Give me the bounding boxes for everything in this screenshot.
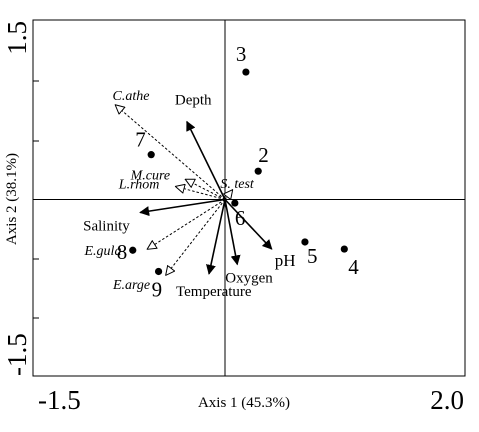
y-axis-ticks [33,80,39,319]
site-point-5 [301,238,309,246]
species-label-m-cure: M.cure [130,168,171,183]
species-vector-m-cure [186,179,226,200]
env-vector-salinity [139,198,226,217]
species-vector-e-arge [166,199,226,276]
site-label-8: 8 [117,240,128,264]
species-label-c-athe: C.athe [113,89,150,104]
site-label-9: 9 [152,277,163,301]
x-tick-label-max: 2.0 [430,385,464,415]
y-tick-label-min: -1.5 [2,333,32,376]
species-vector-s-test [225,190,232,199]
site-label-7: 7 [135,128,146,152]
env-vector-ph [224,198,273,250]
env-label-depth: Depth [175,93,212,109]
site-point-7 [147,151,155,159]
x-axis-label: Axis 1 (45.3%) [198,395,290,411]
env-label-ph: pH [275,251,296,270]
species-vector-e-gula [148,199,226,250]
site-label-5: 5 [307,244,318,268]
species-label-l-rhom: L.rhom [118,178,160,193]
site-point-2 [254,167,262,175]
species-label-e-arge: E.arge [112,278,150,293]
env-vector-oxygen [224,199,241,266]
env-vector-temperature [206,199,226,275]
plot-frame [32,19,466,377]
species-vector-c-athe [116,105,226,200]
site-points: 2 3 4 5 6 7 89 [117,42,360,301]
species-vector-l-rhom [176,187,226,200]
y-axis-label: Axis 2 (38.1%) [4,153,20,245]
species-label-s-test: S. test [220,177,255,192]
site-point-6 [231,199,239,207]
env-vector-depth [186,120,226,200]
x-tick-label-min: -1.5 [38,385,81,415]
env-label-oxygen: Oxygen [225,270,273,286]
site-point-4 [340,245,348,253]
site-point-3 [242,68,250,76]
site-point-9 [154,267,163,276]
site-label-2: 2 [258,143,269,167]
env-label-salinity: Salinity [83,218,130,234]
site-label-4: 4 [348,255,359,279]
site-label-3: 3 [236,42,247,66]
site-point-8 [129,246,137,254]
species-label-e-gula: E.gula [84,244,122,259]
y-tick-label-max: 1.5 [2,21,32,55]
env-label-temperature: Temperature [176,284,252,300]
site-label-6: 6 [235,206,246,230]
